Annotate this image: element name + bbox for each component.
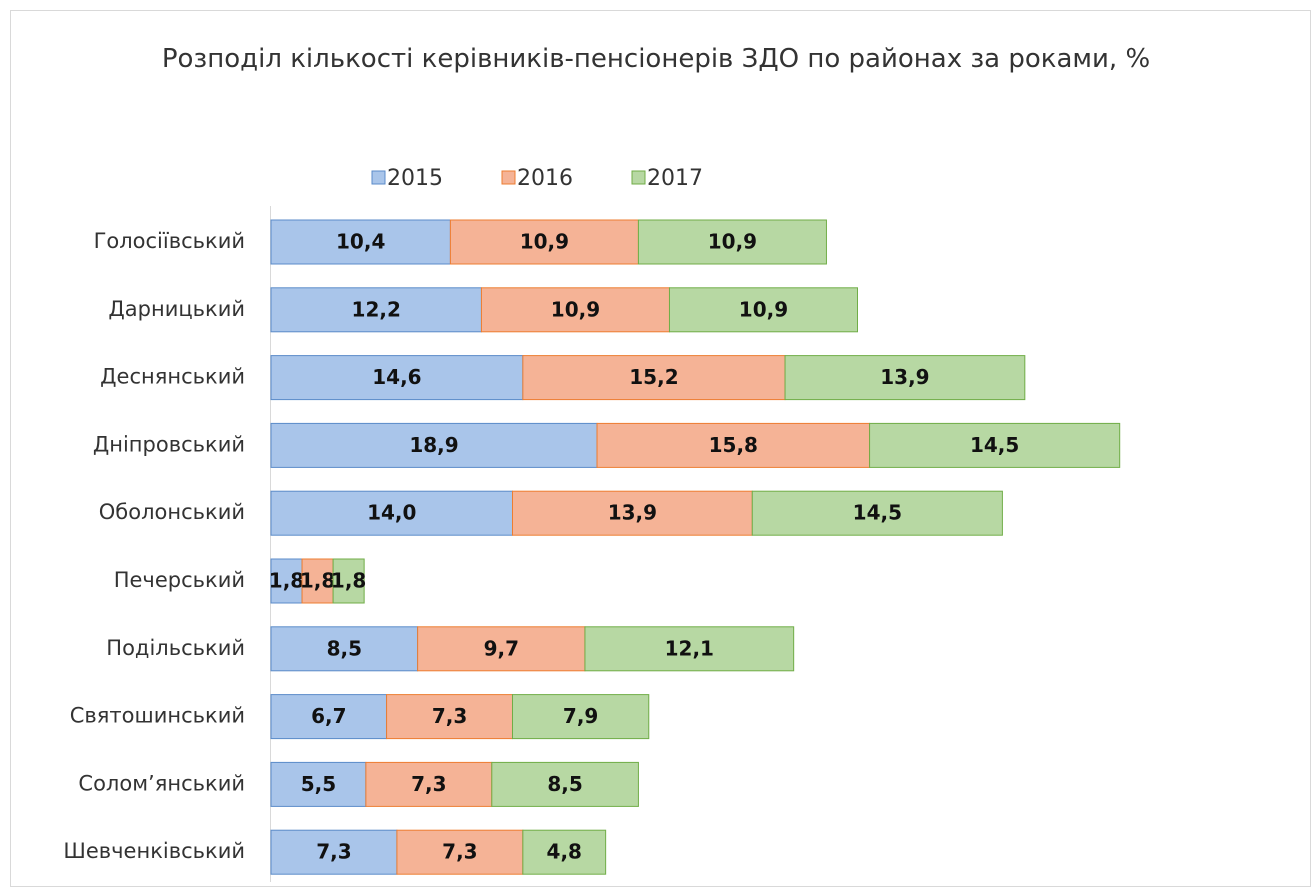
legend-swatch xyxy=(371,170,386,185)
data-label: 13,9 xyxy=(880,365,929,389)
data-label: 7,3 xyxy=(442,840,477,864)
bar-segment xyxy=(270,558,303,604)
data-label: 12,1 xyxy=(665,636,714,660)
data-label: 9,7 xyxy=(484,636,519,660)
bar-segment xyxy=(637,219,827,265)
legend-label: 2016 xyxy=(517,166,573,191)
legend-swatch xyxy=(501,170,516,185)
legend-label: 2015 xyxy=(387,166,443,191)
bar-segment xyxy=(270,355,524,401)
bar-segment xyxy=(270,287,482,333)
data-label: 5,5 xyxy=(301,772,336,796)
y-tick-label: Дарницький xyxy=(108,297,245,321)
bar-segment xyxy=(522,355,786,401)
bar-segment xyxy=(365,761,493,807)
y-tick-label: Оболонський xyxy=(99,500,245,524)
data-label: 10,9 xyxy=(551,297,600,321)
data-label: 1,8 xyxy=(300,569,335,593)
data-label: 14,6 xyxy=(372,365,421,389)
bar-segment xyxy=(584,626,795,672)
y-tick-label: Печерський xyxy=(114,568,245,592)
bar-segment xyxy=(417,626,586,672)
bar-segment xyxy=(522,829,607,875)
y-tick-label: Деснянський xyxy=(100,365,245,389)
chart-title: Розподіл кількості керівників-пенсіонері… xyxy=(161,44,1151,74)
data-label: 12,2 xyxy=(352,297,401,321)
legend-label: 2017 xyxy=(647,166,703,191)
bar-segment xyxy=(270,761,367,807)
data-label: 10,9 xyxy=(739,297,788,321)
legend-swatch xyxy=(631,170,646,185)
bar-segment xyxy=(270,490,513,536)
y-tick-label: Дніпровський xyxy=(93,432,245,456)
data-label: 4,8 xyxy=(547,840,582,864)
bar-segment xyxy=(784,355,1026,401)
bar-segment xyxy=(301,558,334,604)
data-label: 8,5 xyxy=(327,636,362,660)
bar-segment xyxy=(270,626,419,672)
bar-segment xyxy=(512,490,753,536)
data-label: 13,9 xyxy=(608,501,657,525)
bar-segment xyxy=(751,490,1003,536)
bar-segment xyxy=(512,694,650,740)
bar-segment xyxy=(596,422,871,468)
data-label: 15,2 xyxy=(629,365,678,389)
y-tick-label: Голосіївський xyxy=(94,229,245,253)
data-label: 10,9 xyxy=(708,230,757,254)
y-tick-label: Святошинський xyxy=(70,704,245,728)
bar-segment xyxy=(491,761,639,807)
data-label: 7,3 xyxy=(432,704,467,728)
y-tick-label: Подільський xyxy=(106,636,245,660)
chart-frame xyxy=(10,10,1311,887)
data-label: 7,3 xyxy=(316,840,351,864)
bar-segment xyxy=(386,694,514,740)
bar-segment xyxy=(869,422,1121,468)
data-label: 14,5 xyxy=(970,433,1019,457)
data-label: 14,0 xyxy=(367,501,416,525)
data-label: 10,9 xyxy=(520,230,569,254)
bar-segment xyxy=(332,558,365,604)
bar-segment xyxy=(396,829,524,875)
data-label: 1,8 xyxy=(331,569,366,593)
bar-segment xyxy=(668,287,858,333)
bar-segment xyxy=(270,829,398,875)
data-label: 15,8 xyxy=(709,433,758,457)
data-label: 18,9 xyxy=(409,433,458,457)
y-tick-label: Солом’янський xyxy=(78,771,245,795)
data-label: 6,7 xyxy=(311,704,346,728)
y-tick-label: Шевченківський xyxy=(63,839,245,863)
data-label: 8,5 xyxy=(547,772,582,796)
data-label: 14,5 xyxy=(853,501,902,525)
data-label: 7,9 xyxy=(563,704,598,728)
data-label: 10,4 xyxy=(336,230,385,254)
data-label: 1,8 xyxy=(269,569,304,593)
data-label: 7,3 xyxy=(411,772,446,796)
bar-segment xyxy=(270,219,451,265)
